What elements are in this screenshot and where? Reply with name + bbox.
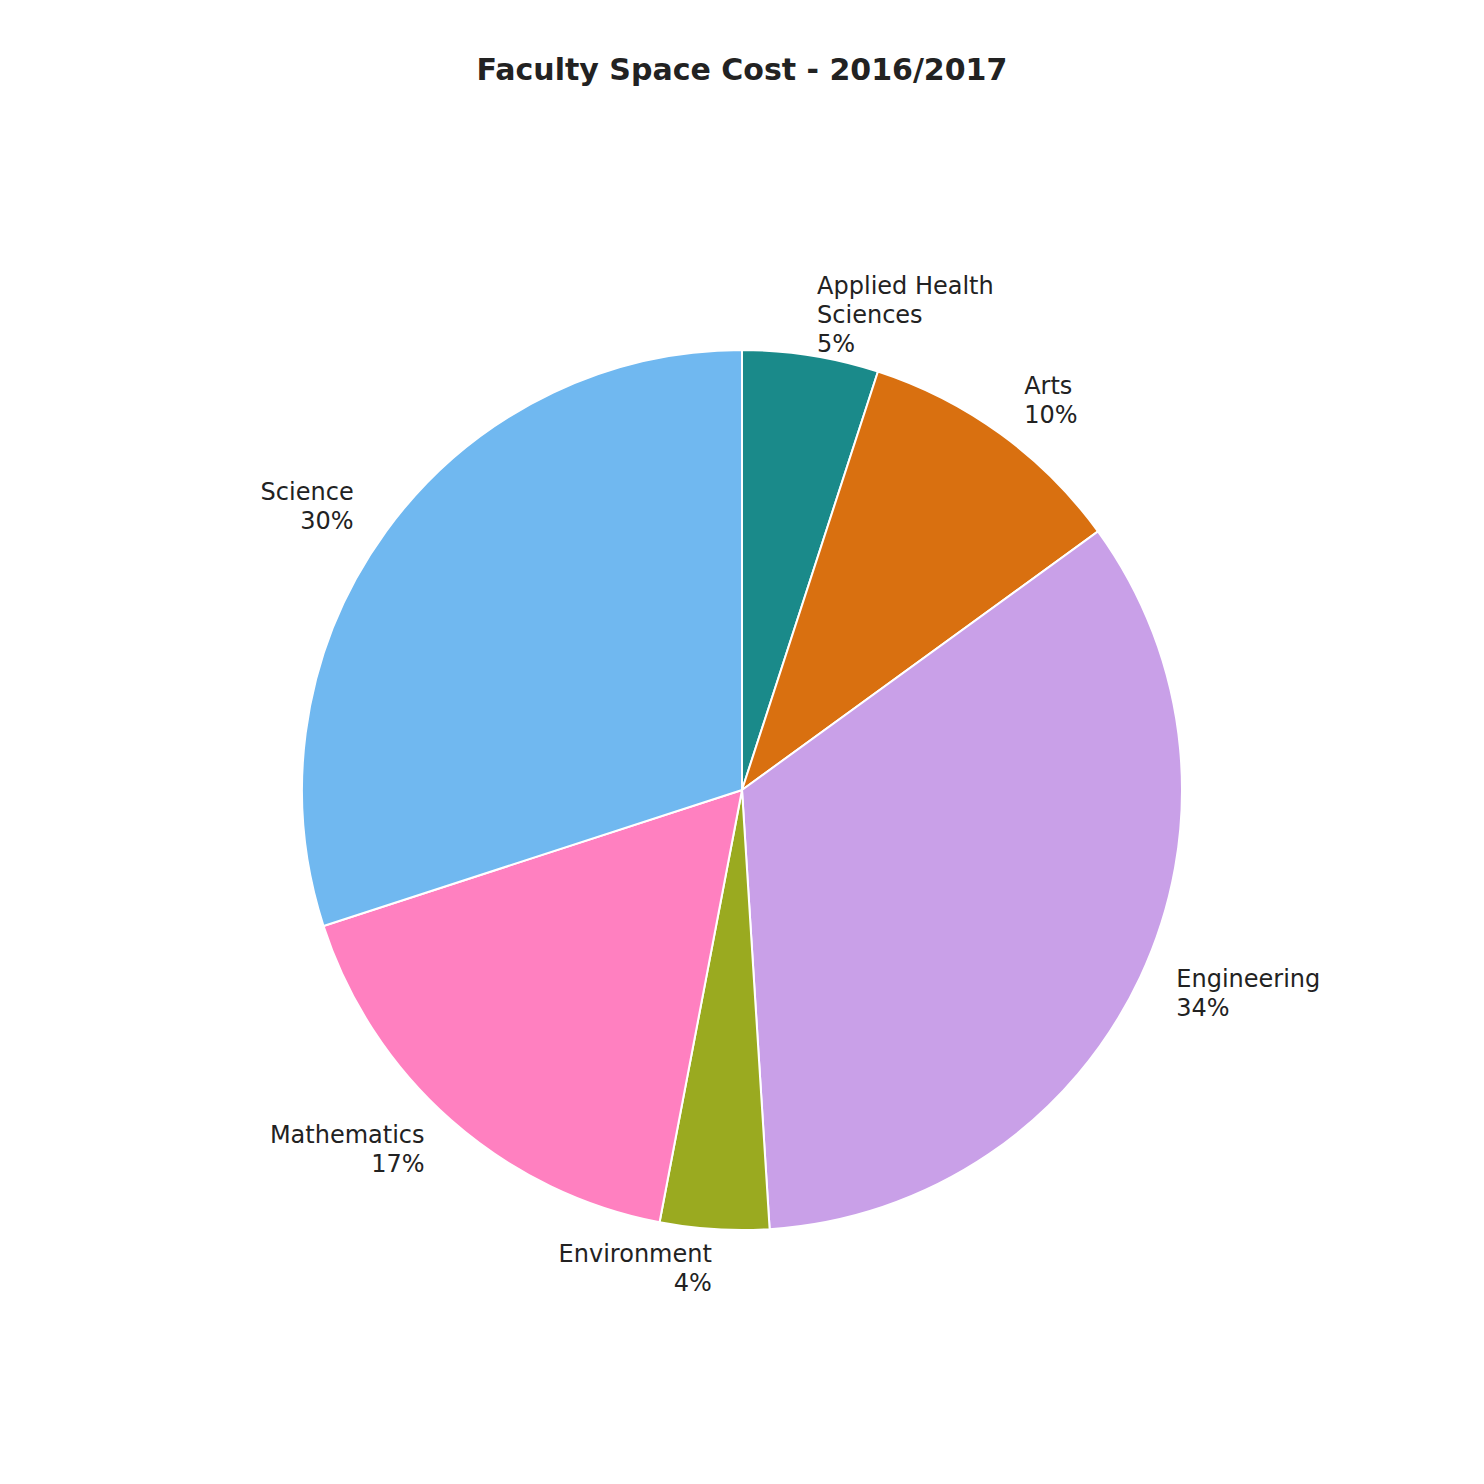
slice-label-line: Applied Health <box>817 272 994 300</box>
slice-label-line: Environment <box>559 1240 712 1268</box>
chart: Faculty Space Cost - 2016/2017 Applied He… <box>0 0 1484 1484</box>
slice-label: Mathematics <box>270 1121 425 1149</box>
data-label: 4% <box>674 1269 712 1297</box>
chart-container: Faculty Space Cost - 2016/2017 Applied He… <box>0 0 1484 1484</box>
data-label: 30% <box>300 507 353 535</box>
slices <box>302 350 1182 1230</box>
slice <box>742 531 1182 1229</box>
data-label: 10% <box>1024 401 1077 429</box>
slice-label-line: Arts <box>1024 372 1072 400</box>
slice-label-line: Engineering <box>1176 965 1320 993</box>
background <box>0 0 1484 1484</box>
slice-label: Arts <box>1024 372 1072 400</box>
slice-label: Science <box>261 478 354 506</box>
data-label: 5% <box>817 330 855 358</box>
slice-label-line: Science <box>261 478 354 506</box>
slice-label: Engineering <box>1176 965 1320 993</box>
slice <box>302 350 742 926</box>
slice-label: Environment <box>559 1240 712 1268</box>
data-label: 34% <box>1176 994 1229 1022</box>
data-label: 17% <box>371 1150 424 1178</box>
slice-label: Applied HealthSciences <box>817 272 994 329</box>
slice-label-line: Sciences <box>817 301 923 329</box>
title: Faculty Space Cost - 2016/2017 <box>477 52 1008 87</box>
slice-label-line: Mathematics <box>270 1121 425 1149</box>
labels: Applied HealthSciences5% Arts10% Engineeri… <box>261 272 1321 1297</box>
